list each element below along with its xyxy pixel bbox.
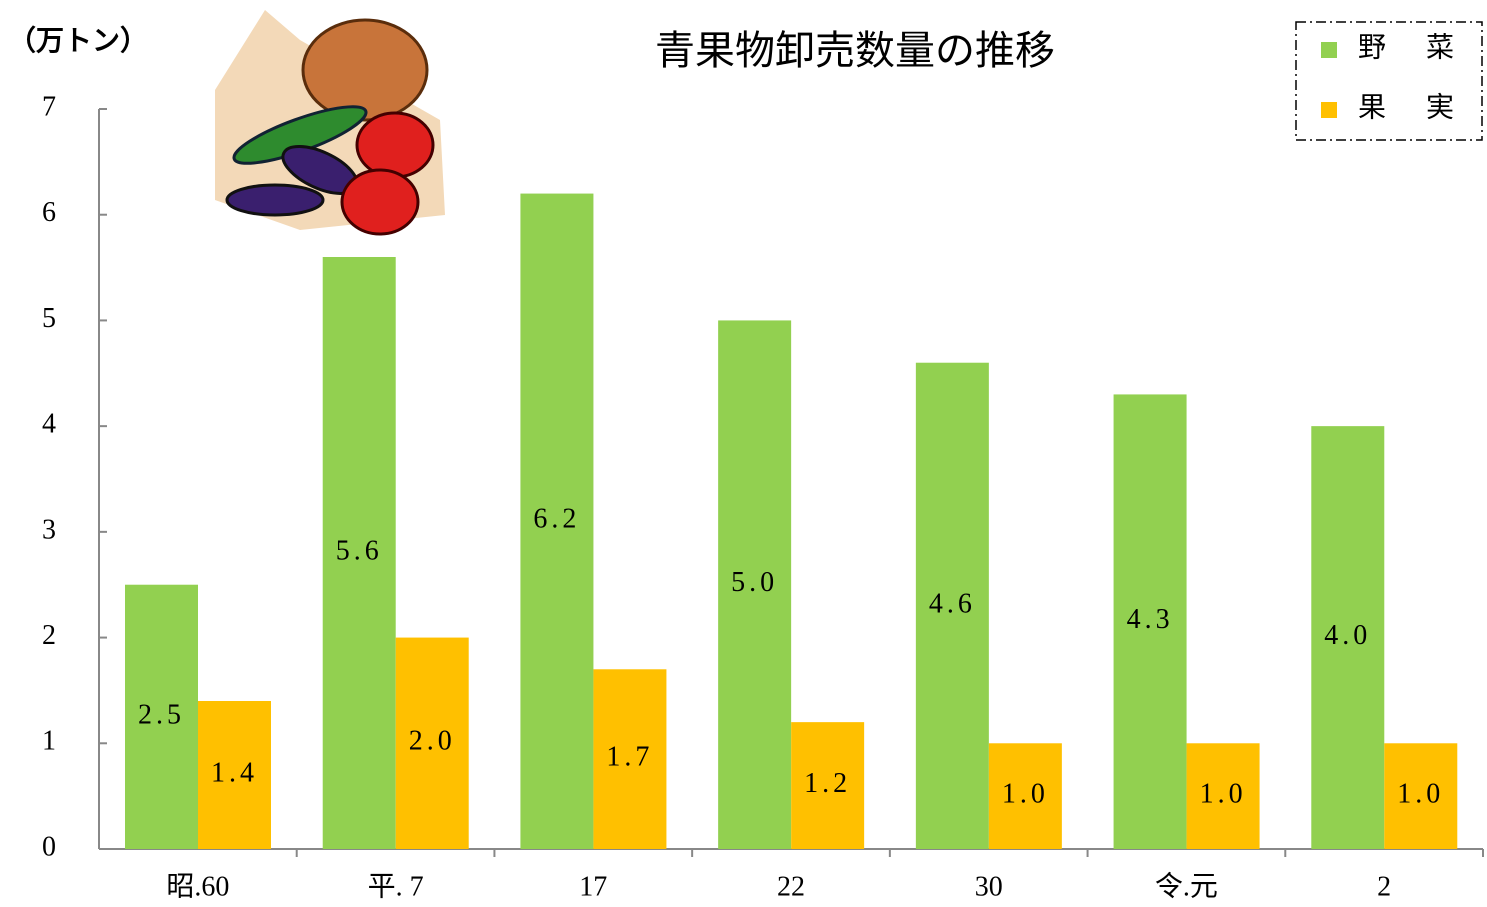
bar xyxy=(988,743,1062,849)
bar xyxy=(791,722,865,849)
value-label: 1.2 xyxy=(804,768,851,799)
bar xyxy=(125,584,198,849)
value-label: 4.0 xyxy=(1324,620,1371,651)
legend-swatch xyxy=(1321,42,1337,58)
y-tick-label: 1 xyxy=(42,726,56,757)
illustration xyxy=(215,10,445,236)
bar xyxy=(395,637,469,849)
x-tick-label: 昭.60 xyxy=(166,871,229,902)
x-tick-label: 平. 7 xyxy=(368,871,424,902)
y-tick-label: 0 xyxy=(42,831,56,862)
bar xyxy=(520,193,594,850)
y-axis-label: （万トン） xyxy=(8,24,148,57)
bar xyxy=(593,669,667,849)
value-label: 1.0 xyxy=(1397,779,1444,810)
bar xyxy=(718,320,792,849)
y-tick-label: 6 xyxy=(42,197,56,228)
x-tick-label: 30 xyxy=(975,871,1003,902)
y-tick-label: 7 xyxy=(42,91,56,122)
value-label: 2.0 xyxy=(409,726,456,757)
x-tick-label: 2 xyxy=(1377,871,1391,902)
value-label: 1.4 xyxy=(211,757,258,788)
x-tick-label: 17 xyxy=(579,871,607,902)
legend-box xyxy=(1295,21,1483,141)
y-tick-label: 3 xyxy=(42,514,56,545)
value-label: 1.0 xyxy=(1200,779,1247,810)
bar xyxy=(1384,743,1458,849)
legend-label: 果 実 xyxy=(1358,91,1460,123)
value-label: 2.5 xyxy=(138,699,185,730)
legend-swatch xyxy=(1321,102,1337,118)
bar xyxy=(322,257,396,849)
bar xyxy=(915,362,989,849)
x-tick-label: 22 xyxy=(777,871,805,902)
value-label: 5.6 xyxy=(336,535,383,566)
value-label: 5.0 xyxy=(731,567,778,598)
chart-title: 青果物卸売数量の推移 xyxy=(655,28,1055,73)
y-tick-label: 2 xyxy=(42,620,56,651)
y-tick-label: 4 xyxy=(42,409,56,440)
bar xyxy=(1311,426,1385,849)
x-tick-label: 令.元 xyxy=(1155,870,1218,902)
value-label: 4.6 xyxy=(929,588,976,619)
value-label: 1.7 xyxy=(606,742,653,773)
bar xyxy=(1113,394,1187,849)
value-label: 4.3 xyxy=(1127,604,1174,635)
value-label: 6.2 xyxy=(533,504,580,535)
bar xyxy=(198,701,271,849)
legend-label: 野 菜 xyxy=(1358,31,1460,63)
bar xyxy=(1186,743,1260,849)
value-label: 1.0 xyxy=(1002,779,1049,810)
y-tick-label: 5 xyxy=(42,303,56,334)
